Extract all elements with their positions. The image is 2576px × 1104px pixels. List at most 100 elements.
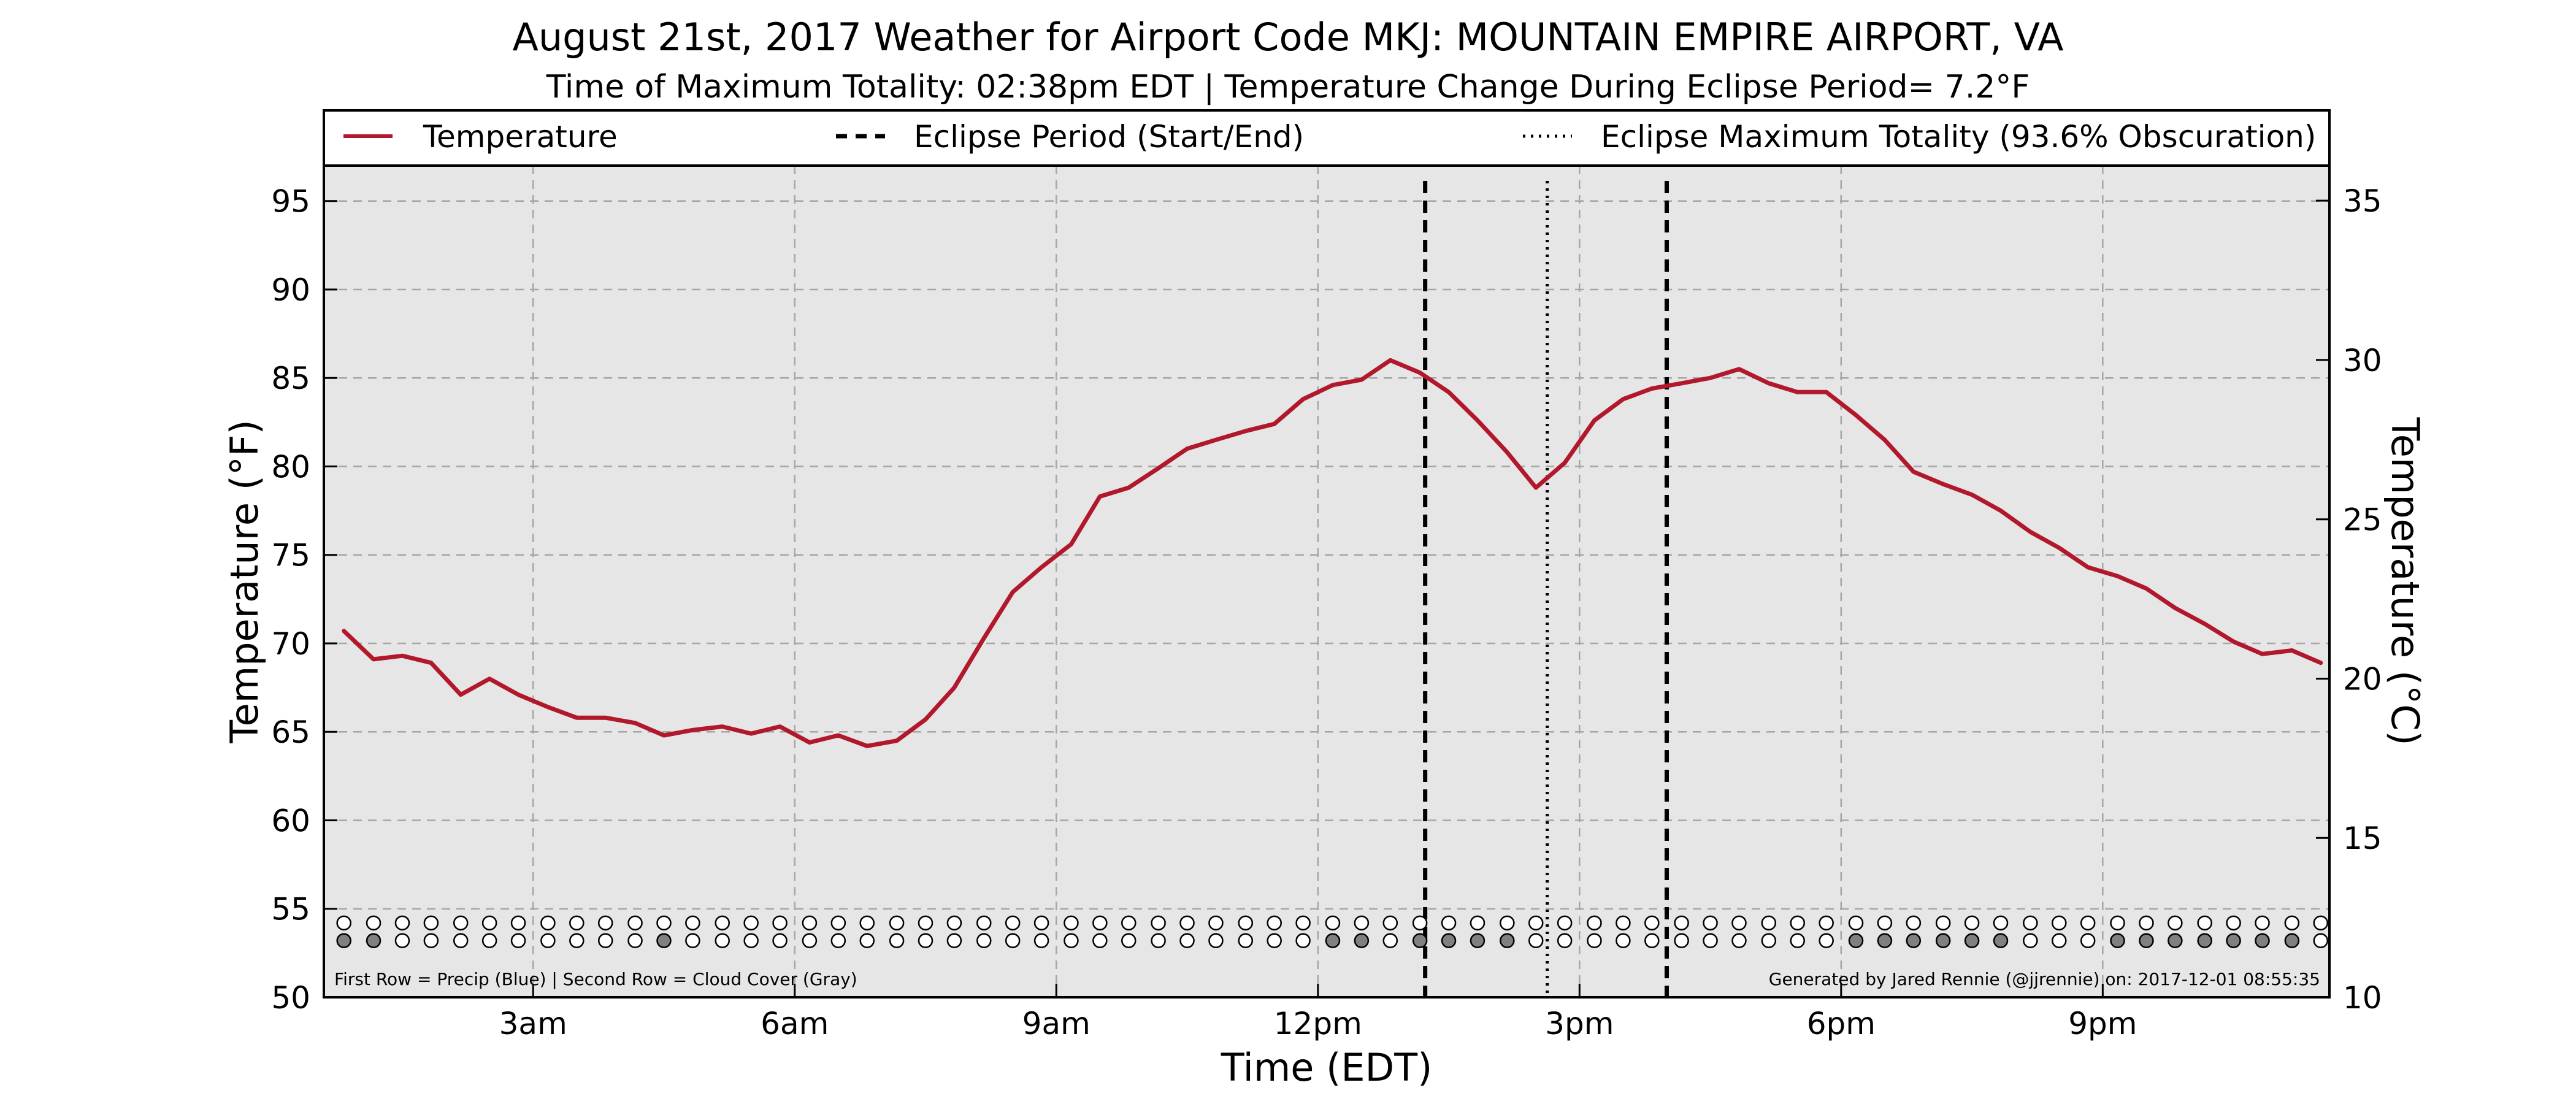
precip-marker (1703, 915, 1718, 931)
cloud-marker (2168, 933, 2183, 948)
precip-marker (2139, 915, 2154, 931)
precip-marker (656, 915, 672, 931)
cloud-marker (656, 933, 672, 948)
cloud-marker (1848, 933, 1864, 948)
y-tick-label-left: 80 (271, 449, 310, 485)
cloud-marker (1500, 933, 1515, 948)
legend: Temperature Eclipse Period (Start/End) E… (323, 109, 2331, 167)
grid-lines (324, 166, 2329, 997)
cloud-marker (394, 933, 410, 948)
y-tick-label-right: 15 (2343, 821, 2382, 856)
y-tick-label-left: 50 (271, 980, 310, 1016)
precip-marker (1412, 915, 1428, 931)
precip-marker (540, 915, 556, 931)
cloud-marker (976, 933, 992, 948)
precip-marker (2197, 915, 2212, 931)
cloud-marker (481, 933, 497, 948)
precip-marker (1964, 915, 1980, 931)
cloud-marker (1935, 933, 1951, 948)
x-tick-label: 9pm (2068, 1006, 2137, 1041)
precip-marker (1064, 915, 1079, 931)
cloud-marker (1267, 933, 1282, 948)
plot-background (324, 166, 2329, 997)
cloud-marker (1121, 933, 1137, 948)
precip-marker (1993, 915, 2009, 931)
cloud-marker (1528, 933, 1544, 948)
precip-marker (1644, 915, 1660, 931)
precip-marker (1238, 915, 1254, 931)
cloud-marker (1033, 933, 1049, 948)
precip-marker (2110, 915, 2125, 931)
precip-marker (1500, 915, 1515, 931)
y-tick-label-left: 60 (271, 803, 310, 838)
precip-marker (2023, 915, 2038, 931)
cloud-marker (1790, 933, 1805, 948)
cloud-marker (2052, 933, 2067, 948)
precip-marker (1208, 915, 1224, 931)
cloud-marker (2284, 933, 2300, 948)
precip-marker (830, 915, 846, 931)
x-axis: 3am 6am 9am 12pm 3pm 6pm 9pm (499, 984, 2137, 1041)
precip-marker (715, 915, 730, 931)
cloud-marker (2023, 933, 2038, 948)
cloud-marker (1703, 933, 1718, 948)
precip-marker (918, 915, 933, 931)
y-axis-label-left: Temperature (°F) (222, 420, 267, 743)
cloud-marker (1674, 933, 1689, 948)
cloud-marker (1993, 933, 2009, 948)
precip-marker (627, 915, 643, 931)
precip-marker (1587, 915, 1602, 931)
y-axis-left: 50 55 60 65 70 75 80 85 90 95 (271, 184, 337, 1016)
precip-marker (1005, 915, 1021, 931)
precip-marker (1790, 915, 1805, 931)
precip-marker (1295, 915, 1311, 931)
cloud-marker (1412, 933, 1428, 948)
cloud-marker (2255, 933, 2270, 948)
cloud-marker (2110, 933, 2125, 948)
precip-marker (1906, 915, 1922, 931)
cloud-marker (1557, 933, 1573, 948)
y-tick-label-left: 95 (271, 184, 310, 220)
cloud-marker (743, 933, 759, 948)
precip-marker (1557, 915, 1573, 931)
cloud-marker (1064, 933, 1079, 948)
cloud-marker (597, 933, 613, 948)
precip-marker (889, 915, 905, 931)
precip-marker (2080, 915, 2096, 931)
cloud-marker (918, 933, 933, 948)
chart-title: August 21st, 2017 Weather for Airport Co… (512, 15, 2064, 59)
cloud-marker (1354, 933, 1370, 948)
cloud-marker (2080, 933, 2096, 948)
precip-marker (1354, 915, 1370, 931)
precip-marker (1325, 915, 1341, 931)
chart-subtitle: Time of Maximum Totality: 02:38pm EDT | … (546, 69, 2030, 105)
precip-marker (394, 915, 410, 931)
precip-marker (772, 915, 788, 931)
cloud-marker (1877, 933, 1893, 948)
x-tick-label: 3pm (1545, 1006, 1614, 1041)
marker-rows (336, 915, 2329, 948)
cloud-marker (889, 933, 905, 948)
y-tick-label-right: 10 (2343, 980, 2382, 1016)
precip-marker (1731, 915, 1747, 931)
cloud-marker (1325, 933, 1341, 948)
cloud-marker (859, 933, 875, 948)
precip-marker (1179, 915, 1195, 931)
legend-label-eclipse-period: Eclipse Period (Start/End) (914, 119, 1304, 155)
y-tick-label-right: 25 (2343, 502, 2382, 538)
x-tick-label: 6pm (1807, 1006, 1876, 1041)
cloud-marker (2226, 933, 2241, 948)
precip-marker (802, 915, 818, 931)
precip-marker (1528, 915, 1544, 931)
cloud-marker (1587, 933, 1602, 948)
series-line-temperature (342, 358, 2323, 748)
y-tick-label-right: 20 (2343, 661, 2382, 697)
precip-marker (976, 915, 992, 931)
y-axis-right: 10 15 20 25 30 35 (2316, 183, 2382, 1016)
x-tick-label: 9am (1022, 1006, 1091, 1041)
precip-marker (597, 915, 613, 931)
cloud-marker (423, 933, 439, 948)
series-layer (342, 358, 2323, 748)
y-tick-label-left: 90 (271, 272, 310, 308)
x-tick-label: 6am (761, 1006, 829, 1041)
